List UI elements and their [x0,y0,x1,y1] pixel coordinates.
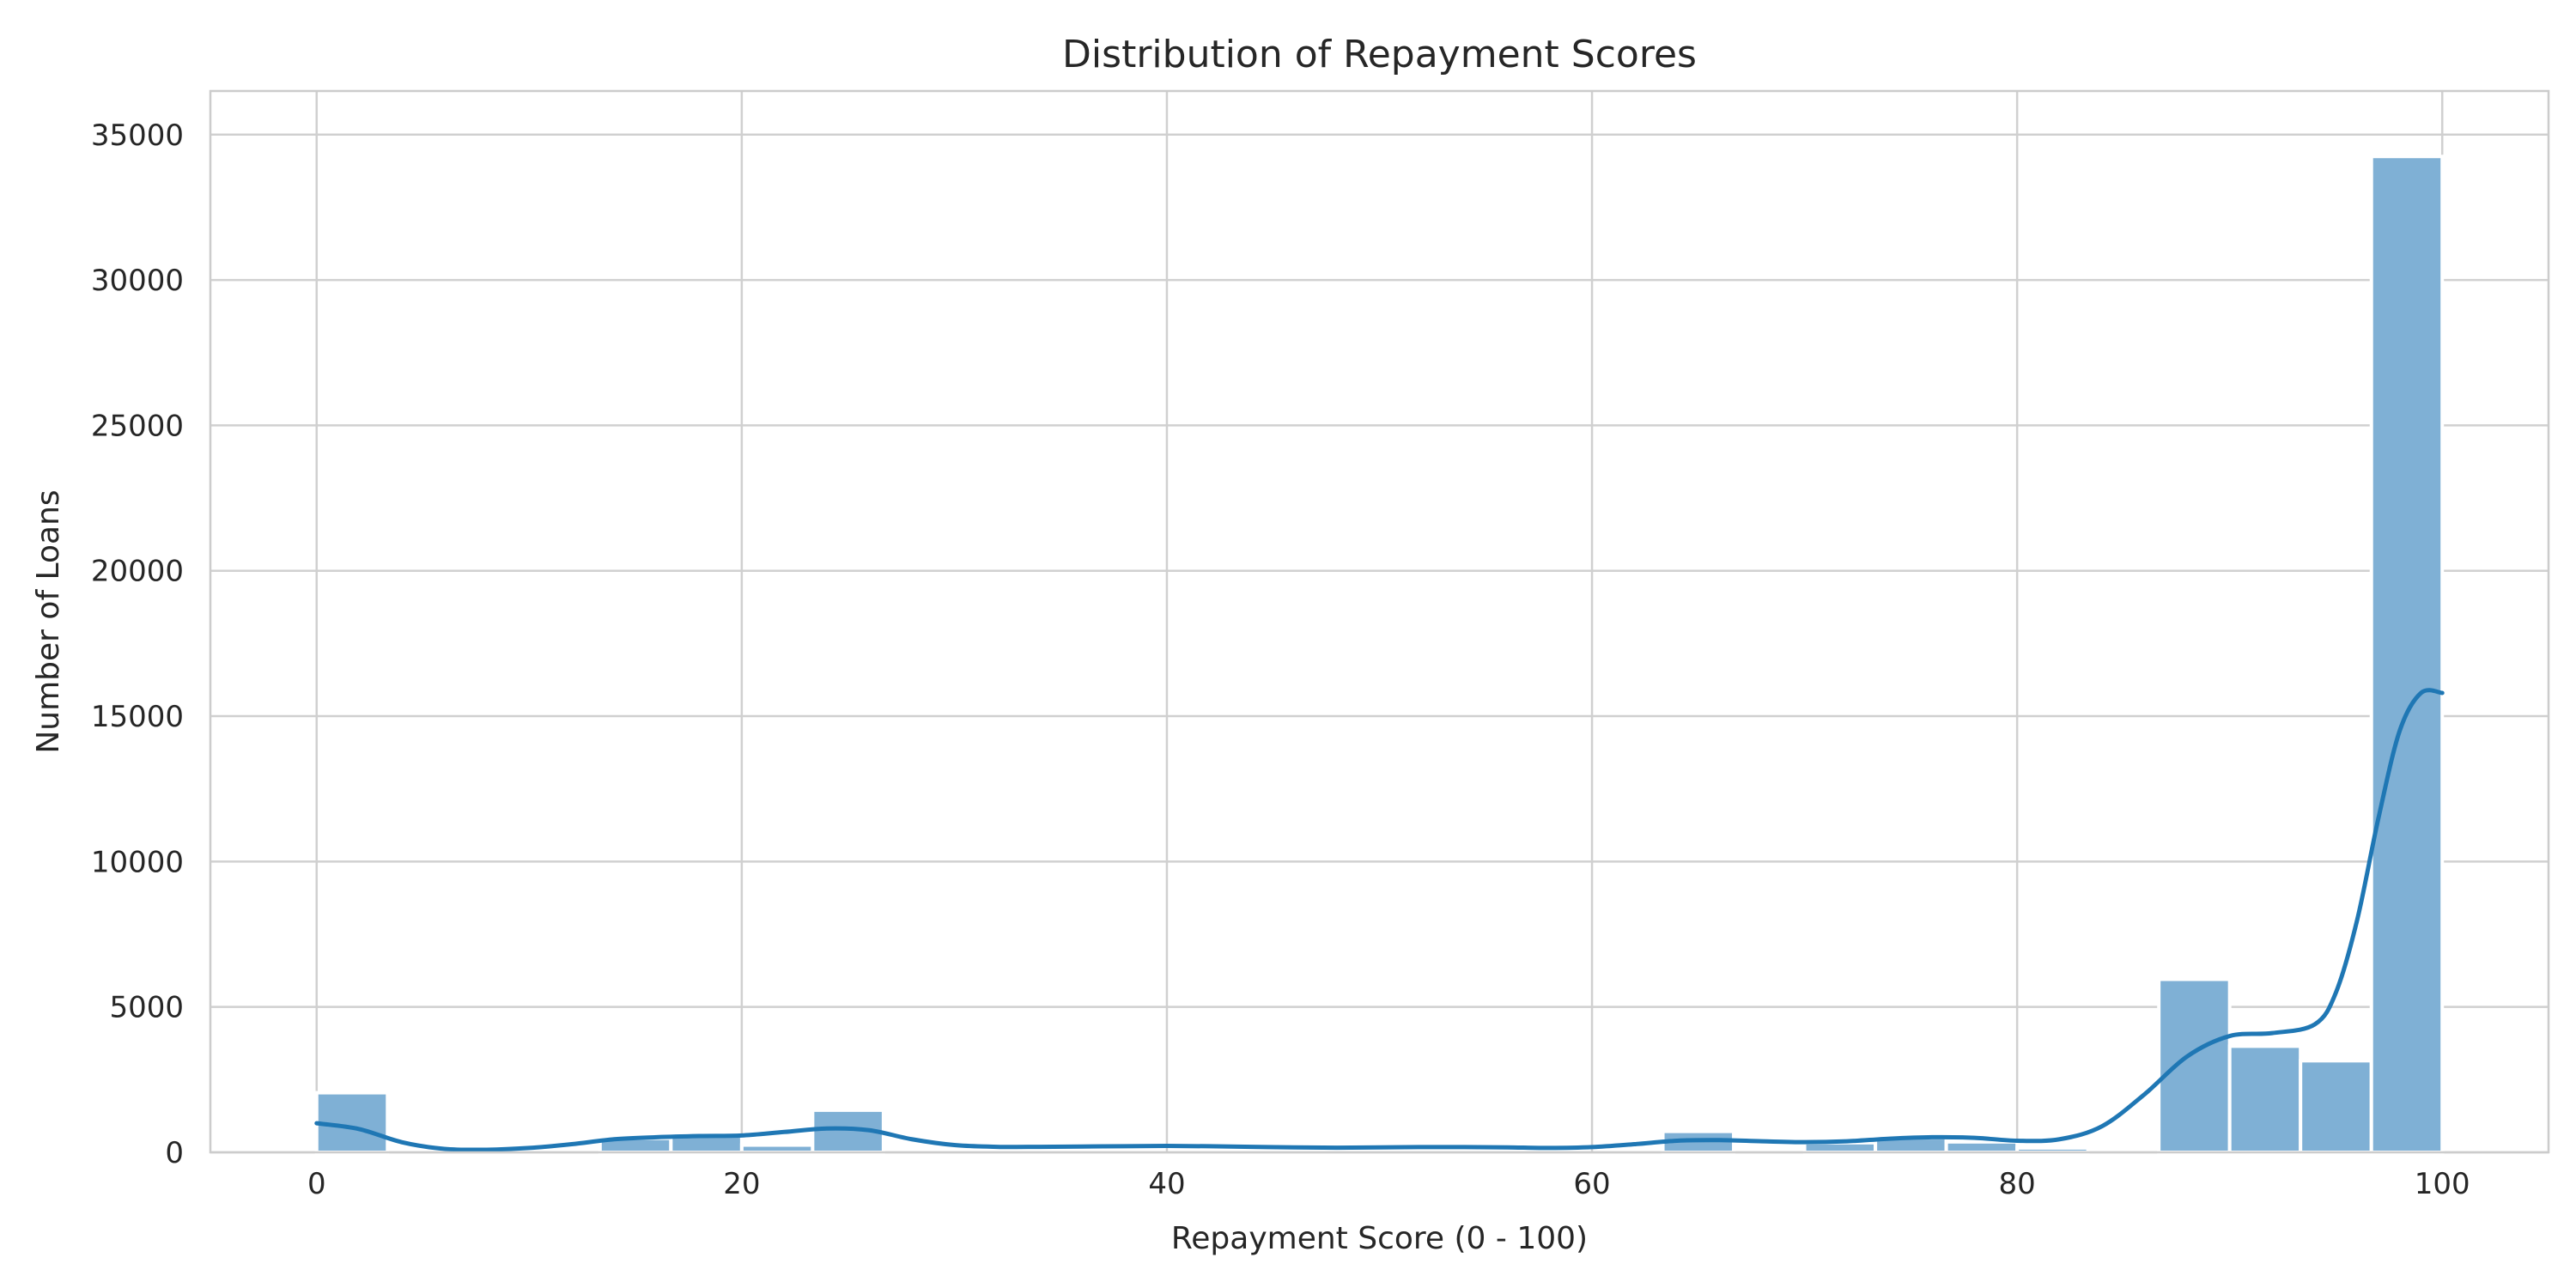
x-axis-label: Repayment Score (0 - 100) [1171,1221,1588,1256]
y-tick-label: 35000 [91,118,184,153]
y-axis-label: Number of Loans [31,489,66,753]
y-tick-label: 5000 [109,991,184,1025]
x-tick-label: 20 [723,1167,760,1201]
histogram-bar [2299,1059,2373,1155]
y-tick-label: 10000 [91,845,184,879]
kde-line [314,688,2445,1152]
histogram-bar [2369,155,2445,1155]
x-tick-label: 0 [307,1167,326,1201]
y-tick-label: 30000 [91,264,184,298]
x-tick-label: 60 [1573,1167,1610,1201]
plot-frame [209,89,2550,1154]
y-tick-label: 15000 [91,700,184,734]
x-tick-label: 100 [2415,1167,2470,1201]
y-tick-label: 0 [165,1136,184,1170]
x-tick-label: 80 [1999,1167,2036,1201]
y-tick-label: 25000 [91,409,184,443]
chart-title: Distribution of Repayment Scores [1062,33,1697,76]
x-tick-labels: 0 20 40 60 80 100 [307,1167,2470,1201]
kde-layer [314,688,2445,1152]
histogram-bar [2227,1044,2303,1155]
histogram-bar [1944,1139,2020,1155]
histogram-bar [2157,977,2232,1154]
y-tick-labels: 0 5000 10000 15000 20000 25000 30000 35000 [91,118,184,1170]
bar-layer [314,155,2445,1155]
histogram-bar [739,1143,815,1155]
x-tick-label: 40 [1148,1167,1185,1201]
y-tick-label: 20000 [91,555,184,589]
